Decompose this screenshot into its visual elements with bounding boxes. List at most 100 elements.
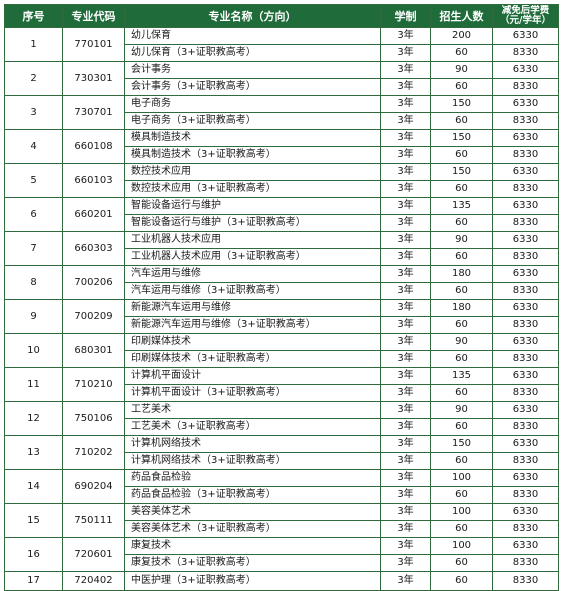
cell-tuition: 8330 — [492, 350, 559, 368]
cell-duration: 3年 — [380, 27, 431, 45]
cell-major-name: 幼儿保育（3+证职教高考） — [124, 44, 381, 62]
cell-duration: 3年 — [380, 520, 431, 538]
cell-major-name: 汽车运用与维修 — [124, 265, 381, 283]
cell-tuition: 6330 — [492, 129, 559, 147]
table-row: 1 770101 幼儿保育 3年 200 6330 — [4, 27, 559, 62]
cell-enrollment: 60 — [430, 571, 493, 591]
table-body: 1 770101 幼儿保育 3年 200 6330 幼儿保育（3+证职教高考） 3年 60 833… — [4, 27, 559, 591]
header-row: 序号 专业代码 专业名称（方向） 学制 招生人数 减免后学费 （元/学年） — [4, 4, 559, 28]
cell-serial: 15 — [4, 503, 63, 538]
cell-major-name: 电子商务（3+证职教高考） — [124, 112, 381, 130]
cell-major-name: 工艺美术 — [124, 401, 381, 419]
cell-serial: 4 — [4, 129, 63, 164]
cell-major-name: 幼儿保育 — [124, 27, 381, 45]
cell-duration: 3年 — [380, 469, 431, 487]
cell-tuition: 6330 — [492, 333, 559, 351]
cell-major-name: 计算机网络技术 — [124, 435, 381, 453]
cell-tuition: 6330 — [492, 231, 559, 249]
cell-major-name: 模具制造技术（3+证职教高考） — [124, 146, 381, 164]
cell-enrollment: 150 — [430, 163, 493, 181]
cell-tuition: 8330 — [492, 214, 559, 232]
cell-serial: 9 — [4, 299, 63, 334]
table-row: 15 750111 美容美体艺术 3年 100 6330 — [4, 503, 559, 538]
cell-enrollment: 60 — [430, 350, 493, 368]
cell-serial: 3 — [4, 95, 63, 130]
cell-major-name: 智能设备运行与维护 — [124, 197, 381, 215]
cell-major-code: 660303 — [62, 231, 125, 266]
cell-major-name: 新能源汽车运用与维修（3+证职教高考） — [124, 316, 381, 334]
cell-enrollment: 60 — [430, 554, 493, 572]
cell-duration: 3年 — [380, 163, 431, 181]
table-row: 2 730301 会计事务 3年 90 6330 — [4, 61, 559, 96]
cell-tuition: 6330 — [492, 265, 559, 283]
cell-major-name: 电子商务 — [124, 95, 381, 113]
cell-tuition: 8330 — [492, 554, 559, 572]
cell-duration: 3年 — [380, 554, 431, 572]
table-row: 8 700206 汽车运用与维修 3年 180 6330 — [4, 265, 559, 300]
cell-enrollment: 60 — [430, 316, 493, 334]
cell-enrollment: 60 — [430, 248, 493, 266]
cell-enrollment: 60 — [430, 146, 493, 164]
cell-enrollment: 90 — [430, 61, 493, 79]
cell-tuition: 8330 — [492, 452, 559, 470]
cell-major-name: 计算机平面设计 — [124, 367, 381, 385]
cell-major-name: 药品食品检验 — [124, 469, 381, 487]
cell-serial: 17 — [4, 571, 63, 591]
cell-tuition: 8330 — [492, 571, 559, 591]
cell-enrollment: 90 — [430, 401, 493, 419]
cell-major-name: 计算机平面设计（3+证职教高考） — [124, 384, 381, 402]
cell-tuition: 6330 — [492, 469, 559, 487]
cell-duration: 3年 — [380, 435, 431, 453]
table-row: 17 720402 中医护理（3+证职教高考） 3年 60 8330 — [4, 571, 559, 591]
cell-serial: 8 — [4, 265, 63, 300]
cell-major-name: 数控技术应用（3+证职教高考） — [124, 180, 381, 198]
cell-major-name: 美容美体艺术 — [124, 503, 381, 521]
cell-tuition: 8330 — [492, 44, 559, 62]
cell-duration: 3年 — [380, 503, 431, 521]
header-serial: 序号 — [4, 4, 63, 28]
table-row: 汽车运用与维修（3+证职教高考） 3年 60 8330 — [5, 282, 559, 300]
cell-duration: 3年 — [380, 367, 431, 385]
cell-enrollment: 60 — [430, 486, 493, 504]
cell-major-code: 710202 — [62, 435, 125, 470]
cell-enrollment: 200 — [430, 27, 493, 45]
cell-enrollment: 60 — [430, 520, 493, 538]
cell-major-code: 720601 — [62, 537, 125, 572]
cell-tuition: 8330 — [492, 180, 559, 198]
header-enrollment: 招生人数 — [430, 4, 493, 28]
cell-enrollment: 60 — [430, 452, 493, 470]
table-row: 数控技术应用（3+证职教高考） 3年 60 8330 — [5, 180, 559, 198]
cell-enrollment: 135 — [430, 197, 493, 215]
cell-tuition: 8330 — [492, 146, 559, 164]
table-row: 新能源汽车运用与维修（3+证职教高考） 3年 60 8330 — [5, 316, 559, 334]
cell-major-name: 康复技术 — [124, 537, 381, 555]
cell-tuition: 8330 — [492, 418, 559, 436]
cell-major-name: 新能源汽车运用与维修 — [124, 299, 381, 317]
cell-major-name: 印刷媒体技术 — [124, 333, 381, 351]
cell-serial: 6 — [4, 197, 63, 232]
cell-enrollment: 60 — [430, 180, 493, 198]
cell-major-name: 会计事务（3+证职教高考） — [124, 78, 381, 96]
cell-duration: 3年 — [380, 197, 431, 215]
cell-major-name: 康复技术（3+证职教高考） — [124, 554, 381, 572]
cell-duration: 3年 — [380, 486, 431, 504]
cell-major-code: 660201 — [62, 197, 125, 232]
table-row: 计算机网络技术（3+证职教高考） 3年 60 8330 — [5, 452, 559, 470]
cell-tuition: 8330 — [492, 78, 559, 96]
cell-enrollment: 60 — [430, 44, 493, 62]
table-row: 3 730701 电子商务 3年 150 6330 — [4, 95, 559, 130]
cell-major-code: 680301 — [62, 333, 125, 368]
cell-major-name: 工业机器人技术应用 — [124, 231, 381, 249]
cell-tuition: 8330 — [492, 112, 559, 130]
cell-tuition: 6330 — [492, 435, 559, 453]
cell-tuition: 6330 — [492, 537, 559, 555]
cell-tuition: 6330 — [492, 27, 559, 45]
cell-tuition: 6330 — [492, 401, 559, 419]
table-row: 4 660108 模具制造技术 3年 150 6330 — [4, 129, 559, 164]
cell-tuition: 8330 — [492, 282, 559, 300]
cell-enrollment: 60 — [430, 214, 493, 232]
cell-tuition: 6330 — [492, 299, 559, 317]
cell-major-code: 700206 — [62, 265, 125, 300]
